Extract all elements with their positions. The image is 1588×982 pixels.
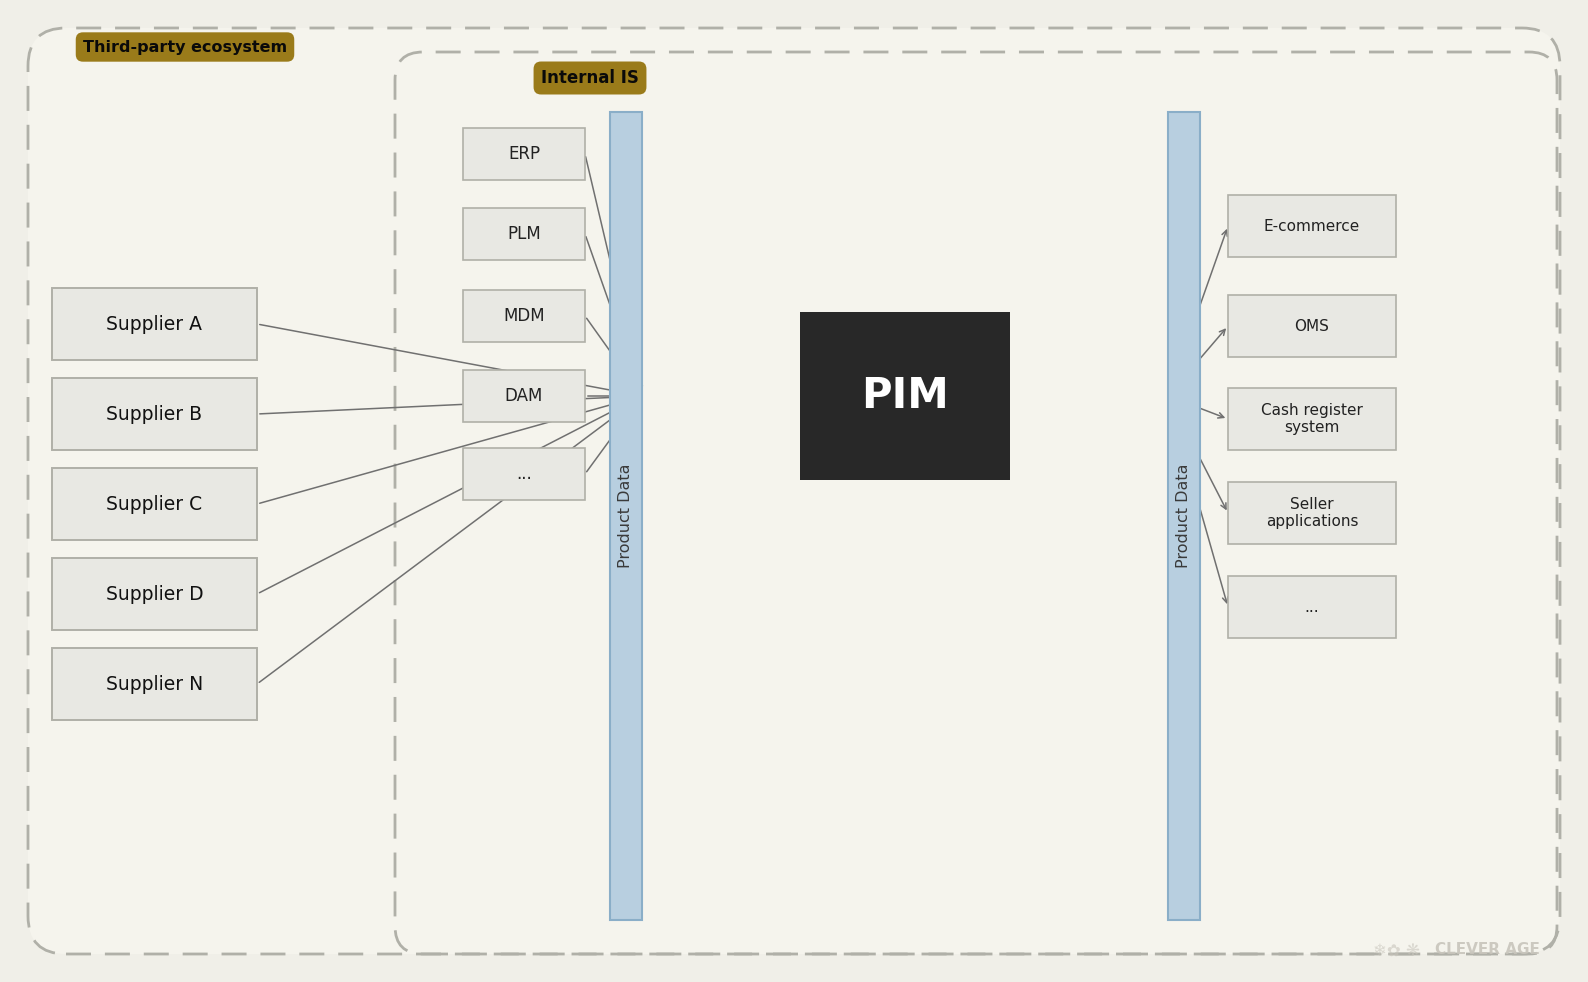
- FancyBboxPatch shape: [52, 378, 257, 450]
- FancyBboxPatch shape: [29, 28, 1559, 954]
- Text: Supplier N: Supplier N: [106, 675, 203, 693]
- FancyBboxPatch shape: [464, 208, 584, 260]
- Text: PLM: PLM: [507, 225, 542, 243]
- Text: Cash register
system: Cash register system: [1261, 403, 1363, 435]
- FancyBboxPatch shape: [464, 370, 584, 422]
- FancyBboxPatch shape: [52, 468, 257, 540]
- FancyBboxPatch shape: [52, 648, 257, 720]
- Text: Third-party ecosystem: Third-party ecosystem: [83, 39, 287, 54]
- Text: Internal IS: Internal IS: [542, 69, 638, 87]
- Text: ...: ...: [516, 465, 532, 483]
- FancyBboxPatch shape: [1169, 112, 1201, 920]
- Text: Supplier B: Supplier B: [106, 405, 203, 423]
- Text: Seller
applications: Seller applications: [1266, 497, 1358, 529]
- FancyBboxPatch shape: [1228, 576, 1396, 638]
- FancyBboxPatch shape: [1228, 195, 1396, 257]
- Text: CLEVER AGE: CLEVER AGE: [1436, 943, 1540, 957]
- Text: PIM: PIM: [861, 375, 950, 417]
- FancyBboxPatch shape: [52, 288, 257, 360]
- Text: Product Data: Product Data: [1177, 464, 1191, 569]
- FancyBboxPatch shape: [1228, 295, 1396, 357]
- FancyBboxPatch shape: [464, 128, 584, 180]
- Text: Supplier A: Supplier A: [106, 314, 203, 334]
- FancyBboxPatch shape: [52, 558, 257, 630]
- FancyBboxPatch shape: [800, 312, 1010, 480]
- Text: ❄✿ ❋: ❄✿ ❋: [1374, 943, 1420, 961]
- FancyBboxPatch shape: [1228, 388, 1396, 450]
- Text: Supplier C: Supplier C: [106, 495, 203, 514]
- Text: MDM: MDM: [503, 307, 545, 325]
- FancyBboxPatch shape: [464, 290, 584, 342]
- Text: Supplier D: Supplier D: [106, 584, 203, 604]
- Text: E-commerce: E-commerce: [1264, 219, 1361, 234]
- FancyBboxPatch shape: [610, 112, 642, 920]
- Text: OMS: OMS: [1294, 318, 1329, 334]
- Text: Product Data: Product Data: [618, 464, 634, 569]
- Text: ERP: ERP: [508, 145, 540, 163]
- FancyBboxPatch shape: [464, 448, 584, 500]
- Text: DAM: DAM: [505, 387, 543, 405]
- FancyBboxPatch shape: [1228, 482, 1396, 544]
- Text: ...: ...: [1305, 599, 1320, 615]
